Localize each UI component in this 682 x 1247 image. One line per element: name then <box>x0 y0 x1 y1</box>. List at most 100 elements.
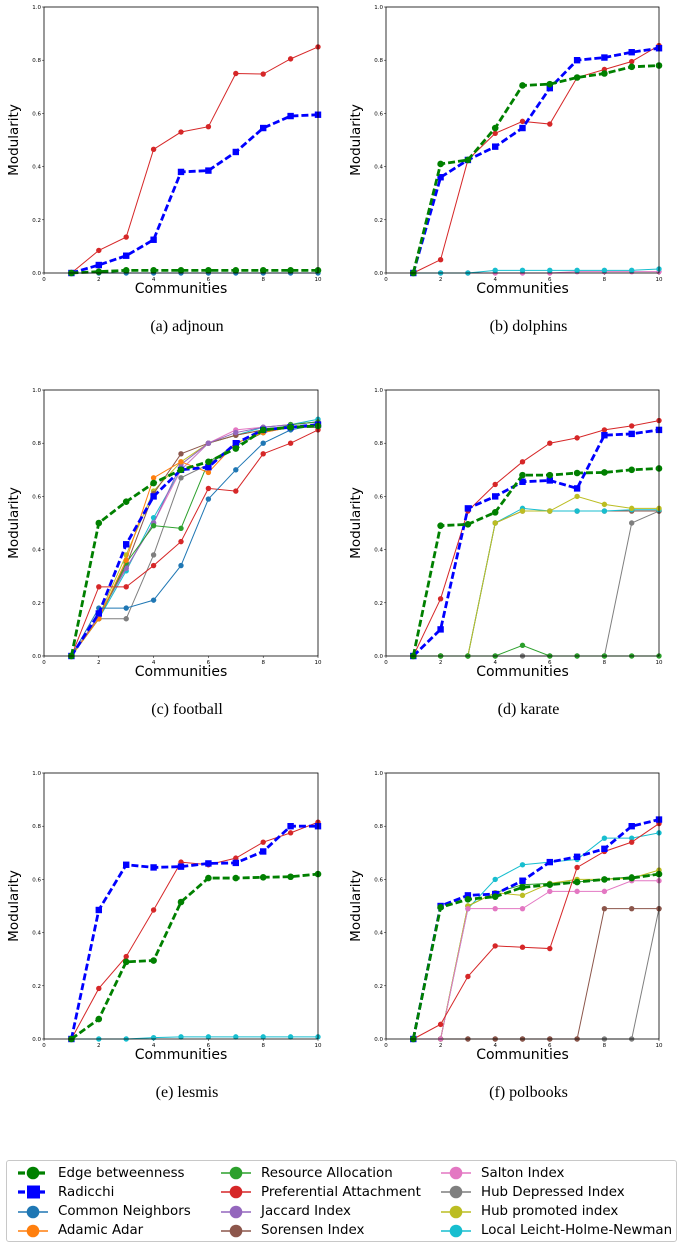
x-tick-label: 10 <box>315 660 322 666</box>
y-tick-label: 0.6 <box>32 111 41 117</box>
point-radicchi <box>546 477 553 484</box>
legend-label: Hub Depressed Index <box>481 1184 625 1200</box>
series-line-hpi <box>70 424 319 657</box>
point-cn <box>123 605 129 611</box>
point-salton <box>574 888 580 895</box>
point-pa <box>287 830 294 836</box>
point-salton <box>519 905 526 912</box>
point-radicchi <box>492 143 499 150</box>
point-edge <box>464 156 472 164</box>
legend-label: Radicchi <box>58 1184 115 1200</box>
point-edge <box>491 124 499 132</box>
plot-frame <box>385 6 660 274</box>
point-radicchi <box>628 430 635 438</box>
y-tick-label: 0.4 <box>32 165 41 171</box>
point-edge <box>628 874 635 882</box>
y-tick-label: 0.2 <box>374 984 383 990</box>
point-edge <box>150 957 157 964</box>
legend-swatch-salton <box>441 1166 471 1180</box>
x-tick-label: 10 <box>656 660 663 666</box>
series-group <box>68 44 322 277</box>
series-line-radicchi <box>71 113 319 275</box>
series-line-pa <box>70 821 319 1040</box>
point-pa <box>150 907 157 913</box>
point-radicchi <box>519 124 526 132</box>
point-radicchi <box>232 148 239 156</box>
y-tick-label: 1.0 <box>32 388 41 394</box>
series-line-hdi <box>70 426 318 657</box>
series-line-lhn <box>70 418 319 657</box>
point-radicchi <box>205 860 212 867</box>
legend: Edge betweenness Radicchi Common Neighbors… <box>6 1160 677 1242</box>
point-pa <box>547 945 553 952</box>
point-radicchi <box>232 440 239 447</box>
point-cn <box>178 562 184 569</box>
y-tick-label: 0.0 <box>374 654 383 660</box>
panel-1: 0 2 4 6 8 10 0.0 0.2 0.4 0.6 0.8 1.0 Communities Modu… <box>6 5 322 335</box>
plot-frame <box>43 389 319 657</box>
x-axis-title: Communities <box>476 1047 569 1063</box>
point-hdi <box>629 520 635 526</box>
point-radicchi <box>628 49 635 56</box>
point-lhn <box>519 267 526 274</box>
point-pa <box>150 146 157 153</box>
point-radicchi <box>492 493 499 500</box>
point-edge <box>287 873 294 881</box>
series-line-jaccard <box>70 421 319 657</box>
series-line-radicchi <box>411 46 660 274</box>
x-tick-label: 0 <box>384 660 388 666</box>
y-tick-label: 0.2 <box>32 984 41 990</box>
point-pa <box>96 985 102 992</box>
point-pa <box>519 459 526 465</box>
x-tick-label: 8 <box>603 660 607 666</box>
series-line-edge <box>70 424 319 657</box>
series-group <box>410 417 663 660</box>
y-tick-label: 0.8 <box>32 441 41 447</box>
y-tick-label: 0.6 <box>374 494 383 500</box>
point-pa <box>547 121 553 127</box>
point-hpi <box>629 505 635 512</box>
point-edge <box>601 70 608 77</box>
point-edge <box>177 898 185 906</box>
point-edge <box>177 466 185 474</box>
y-tick-label: 0.6 <box>374 877 383 883</box>
point-hpi <box>492 520 498 526</box>
point-ra <box>178 525 184 532</box>
y-axis-title: Modularity <box>6 104 22 176</box>
legend-item-sorensen: Sorensen Index <box>220 1222 364 1240</box>
legend-item-radicchi: Radicchi <box>17 1183 114 1201</box>
point-radicchi <box>519 478 526 485</box>
point-edge <box>546 80 554 88</box>
point-pa <box>96 584 102 590</box>
y-axis-title: Modularity <box>348 104 364 176</box>
y-tick-label: 0.8 <box>32 58 41 64</box>
plot-frame <box>43 6 319 274</box>
legend-label: Edge betweenness <box>58 1165 185 1181</box>
x-tick-label: 0 <box>42 277 46 283</box>
y-tick-label: 0.4 <box>374 165 383 171</box>
point-lhn <box>260 1034 266 1040</box>
point-edge <box>95 268 103 275</box>
point-edge <box>232 445 240 452</box>
point-jaccard <box>123 565 129 571</box>
point-edge <box>437 904 444 911</box>
point-hpi <box>574 493 580 500</box>
point-edge <box>122 267 130 274</box>
legend-item-hpi: Hub promoted index <box>440 1203 618 1221</box>
x-tick-label: 8 <box>603 1043 607 1049</box>
y-tick-label: 0.6 <box>32 877 41 883</box>
series-line-ra <box>413 644 659 657</box>
point-pa <box>437 596 444 602</box>
point-sorensen <box>178 451 184 457</box>
point-radicchi <box>150 236 157 243</box>
panel-caption: (b) dolphins <box>490 318 568 335</box>
y-tick-label: 1.0 <box>374 388 383 394</box>
x-tick-label: 2 <box>97 1043 101 1049</box>
y-tick-label: 0.0 <box>32 1037 41 1043</box>
series-group <box>410 816 663 1043</box>
y-axis-title: Modularity <box>348 870 364 942</box>
x-tick-label: 6 <box>207 1043 211 1049</box>
point-radicchi <box>437 626 444 633</box>
point-lhn <box>601 508 608 514</box>
point-pa <box>601 427 608 433</box>
